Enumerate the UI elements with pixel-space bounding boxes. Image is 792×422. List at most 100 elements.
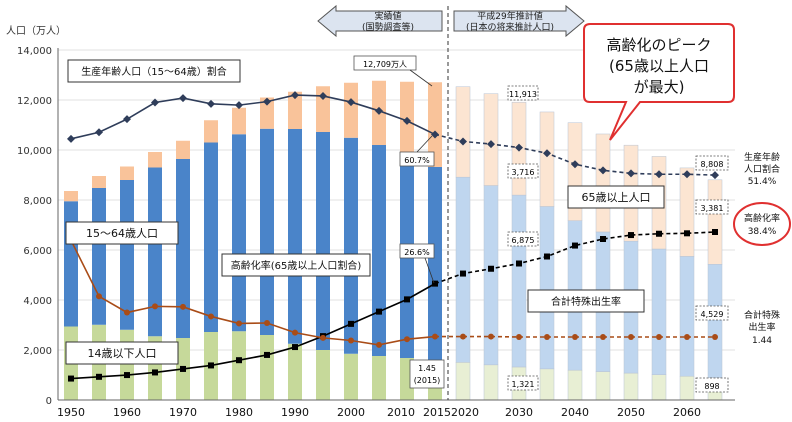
marker-working-share: [711, 171, 719, 180]
right-summary-labels: 生産年齢 人口割合 51.4% 高齢化率 38.4% 合計特殊 出生率 1.44: [733, 151, 791, 346]
bar-age15-64: [539, 206, 555, 370]
x-tick-label: 2020: [451, 406, 479, 419]
bar-age65: [64, 191, 78, 202]
label-age0-14-box: 14歳以下人口: [65, 341, 179, 365]
marker-aging-rate: [292, 344, 298, 351]
x-tick-label: 1970: [169, 406, 197, 419]
marker-fertility: [656, 334, 662, 340]
bar-age15-64: [651, 248, 667, 375]
marker-aging-rate: [404, 296, 410, 303]
aging-rate-highlight-circle: [733, 202, 791, 246]
bar-age65: [428, 82, 442, 167]
bar-age15-64: [511, 194, 527, 368]
marker-working-share: [487, 140, 495, 149]
bar-age0-14: [120, 329, 134, 400]
x-tick-labels: 1950 1960 1970 1980 1990 2000 2010 2015 2020 2030…: [57, 406, 701, 419]
marker-working-share: [683, 170, 691, 179]
marker-fertility: [208, 313, 214, 320]
bar-age15-64: [288, 129, 302, 344]
callout-line3: が最大): [634, 78, 685, 96]
marker-fertility: [180, 303, 186, 310]
bar-age65: [595, 133, 611, 233]
x-tick-label: 2050: [617, 406, 645, 419]
bar-age0-14: [539, 368, 555, 401]
data-label-age15-64-2065: 4,529: [701, 310, 724, 319]
marker-fertility: [292, 329, 298, 336]
marker-aging-rate: [376, 308, 382, 315]
marker-fertility: [544, 334, 550, 340]
data-label-age15-64-2030: 6,875: [512, 236, 535, 245]
label-fertility-box: 合計特殊出生率: [527, 289, 645, 313]
bar-age65: [455, 86, 471, 178]
bar-age0-14: [483, 364, 499, 401]
bar-age65: [204, 120, 218, 143]
bar-age0-14: [316, 350, 330, 400]
marker-working-share: [123, 115, 131, 124]
marker-aging-rate: [264, 351, 270, 358]
bar-age65: [176, 140, 190, 159]
marker-aging-rate: [516, 260, 522, 267]
label-fertility: 合計特殊出生率: [551, 295, 621, 308]
marker-fertility: [264, 320, 270, 326]
y-tick-label: 14,000: [17, 46, 52, 57]
marker-working-share: [319, 91, 327, 100]
bar-age15-64: [260, 128, 274, 335]
marker-aging-rate: [544, 253, 550, 260]
x-tick-label: 2040: [561, 406, 589, 419]
bar-age0-14: [260, 335, 274, 400]
data-label-boxes: 12,709万人 60.7% 26.6% 1.45 (2015) 11,913 …: [353, 55, 729, 393]
y-tick-label: 6,000: [23, 246, 52, 257]
y-tick-label: 8,000: [23, 196, 52, 207]
marker-working-share: [403, 116, 411, 125]
x-tick-label: 1960: [113, 406, 141, 419]
bar-age15-64: [92, 188, 106, 325]
right-working-l1: 生産年齢: [744, 151, 780, 163]
bar-age0-14: [232, 331, 246, 400]
bar-age15-64: [120, 180, 134, 330]
marker-working-share: [515, 143, 523, 152]
right-aging-l1: 高齢化率: [744, 212, 780, 224]
y-tick-label: 2,000: [23, 346, 52, 357]
data-label-fertility-2015-l1: 1.45: [418, 364, 436, 373]
marker-working-share: [459, 137, 467, 146]
bar-age15-64: [204, 142, 218, 332]
bar-age0-14: [595, 371, 611, 401]
bar-age65: [316, 86, 330, 132]
marker-aging-rate: [460, 270, 466, 277]
marker-fertility: [152, 303, 158, 310]
x-tick-label: 2060: [673, 406, 701, 419]
marker-aging-rate: [124, 372, 130, 379]
bar-age0-14: [623, 372, 639, 401]
marker-aging-rate: [656, 230, 662, 237]
marker-fertility: [684, 334, 690, 340]
marker-working-share: [375, 106, 383, 115]
bar-age65: [120, 166, 134, 180]
marker-working-share: [235, 101, 243, 110]
marker-fertility: [600, 334, 606, 340]
data-label-age65-2065: 3,381: [701, 204, 724, 213]
header-projection-line1: 平成29年推計値: [477, 10, 542, 22]
marker-fertility: [348, 337, 354, 344]
header-actual-arrow: 実績値 (国勢調査等): [317, 4, 443, 38]
bar-age65: [232, 107, 246, 135]
marker-working-share: [599, 166, 607, 175]
marker-aging-rate: [236, 357, 242, 364]
label-aging-rate: 高齢化率(65歳以上人口割合): [231, 259, 362, 272]
line-aging-rate-actual: [70, 282, 436, 380]
bar-age15-64: [707, 264, 723, 378]
label-age65: 65歳以上人口: [582, 191, 651, 204]
callout-line2: (65歳以上人口: [609, 57, 709, 75]
data-label-total-2015: 12,709万人: [363, 60, 407, 69]
marker-fertility: [460, 333, 466, 340]
marker-aging-rate: [712, 229, 718, 235]
bar-age15-64: [64, 201, 78, 327]
bar-age0-14: [344, 353, 358, 400]
label-working-share-box: 生産年齢人口（15～64歳）割合: [67, 59, 241, 83]
marker-fertility: [628, 334, 634, 340]
header-actual-line2: (国勢調査等): [362, 21, 414, 33]
marker-aging-rate: [684, 230, 690, 237]
right-fert-val: 1.44: [752, 336, 772, 346]
bar-age65: [707, 179, 723, 265]
y-tick-label: 12,000: [17, 96, 52, 107]
